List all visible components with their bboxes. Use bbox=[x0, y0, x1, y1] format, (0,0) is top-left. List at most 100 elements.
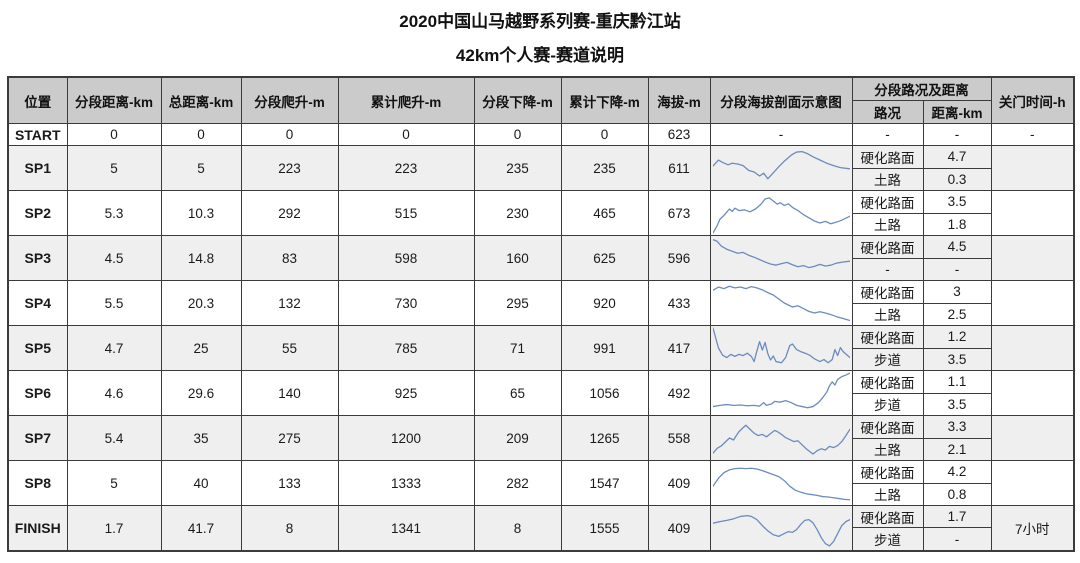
cell-segment-descent: 71 bbox=[473, 325, 562, 371]
table-row: SP4 5.5 20.3 132 730 295 920 433 硬化路面 3 bbox=[7, 280, 1075, 326]
cell-surface-type: 硬化路面 bbox=[851, 325, 924, 349]
cell-cumulative-descent: 920 bbox=[560, 280, 649, 326]
cell-total-distance: 41.7 bbox=[160, 505, 242, 552]
elevation-profile-chart bbox=[713, 237, 850, 279]
cell-surface-type: 步道 bbox=[851, 527, 924, 552]
col-header-altitude: 海拔-m bbox=[647, 76, 711, 124]
cell-cumulative-climb: 598 bbox=[337, 235, 475, 281]
cell-cumulative-climb: 1341 bbox=[337, 505, 475, 552]
cell-elevation-profile bbox=[709, 415, 853, 461]
cell-cutoff-time bbox=[990, 325, 1075, 371]
cell-segment-climb: 275 bbox=[240, 415, 339, 461]
cell-segment-distance: 5.3 bbox=[66, 190, 162, 236]
cell-total-distance: 0 bbox=[160, 123, 242, 146]
cell-elevation-profile bbox=[709, 190, 853, 236]
cell-surface-distance: 1.2 bbox=[922, 325, 992, 349]
cell-segment-distance: 4.5 bbox=[66, 235, 162, 281]
cell-segment-descent: 0 bbox=[473, 123, 562, 146]
elevation-profile-chart bbox=[713, 462, 850, 504]
cell-elevation-profile bbox=[709, 370, 853, 416]
cell-altitude: 611 bbox=[647, 145, 711, 191]
table-subrow: 土路 0.3 bbox=[8, 167, 1074, 191]
cell-cumulative-climb: 730 bbox=[337, 280, 475, 326]
cell-total-distance: 14.8 bbox=[160, 235, 242, 281]
col-header-segment-descent: 分段下降-m bbox=[473, 76, 562, 124]
cell-cumulative-descent: 1555 bbox=[560, 505, 649, 552]
cell-total-distance: 35 bbox=[160, 415, 242, 461]
cell-surface-distance: 0.8 bbox=[922, 482, 992, 506]
cell-segment-descent: 65 bbox=[473, 370, 562, 416]
cell-segment-descent: 8 bbox=[473, 505, 562, 552]
cell-surface-distance: 3.5 bbox=[922, 392, 992, 416]
cell-position-label: SP8 bbox=[7, 460, 68, 506]
cell-altitude: 673 bbox=[647, 190, 711, 236]
cell-altitude: 417 bbox=[647, 325, 711, 371]
cell-altitude: 596 bbox=[647, 235, 711, 281]
cell-cutoff-time bbox=[990, 370, 1075, 416]
cell-surface-type: 硬化路面 bbox=[851, 415, 924, 439]
cell-cutoff-time: - bbox=[990, 123, 1075, 146]
table-body: START 0 0 0 0 0 0 623- - - - SP1 5 5 223 223 235 235 611 硬化… bbox=[7, 123, 1075, 552]
cell-surface-type: 硬化路面 bbox=[851, 370, 924, 394]
cell-cutoff-time bbox=[990, 460, 1075, 506]
cell-cumulative-climb: 0 bbox=[337, 123, 475, 146]
cell-altitude: 558 bbox=[647, 415, 711, 461]
table-header: 位置 分段距离-km 总距离-km 分段爬升-m 累计爬升-m 分段下降-m 累… bbox=[7, 76, 1075, 124]
cell-surface-type: - bbox=[851, 123, 924, 146]
cell-segment-climb: 0 bbox=[240, 123, 339, 146]
cell-segment-descent: 160 bbox=[473, 235, 562, 281]
cell-altitude: 623 bbox=[647, 123, 711, 146]
col-header-elevation-profile: 分段海拔剖面示意图 bbox=[709, 76, 853, 124]
table-row: SP3 4.5 14.8 83 598 160 625 596 硬化路面 4.5 bbox=[7, 235, 1075, 281]
cell-segment-climb: 8 bbox=[240, 505, 339, 552]
cell-surface-type: 步道 bbox=[851, 392, 924, 416]
cell-surface-type: 土路 bbox=[851, 167, 924, 191]
col-header-cumulative-climb: 累计爬升-m bbox=[337, 76, 475, 124]
cell-altitude: 433 bbox=[647, 280, 711, 326]
table-row: START 0 0 0 0 0 0 623- - - - bbox=[7, 123, 1075, 146]
cell-segment-descent: 209 bbox=[473, 415, 562, 461]
cell-cumulative-climb: 1333 bbox=[337, 460, 475, 506]
table-subrow: -- bbox=[8, 257, 1074, 281]
table-subrow: 步道 - bbox=[8, 527, 1074, 552]
elevation-profile-chart bbox=[713, 192, 850, 234]
cell-segment-distance: 5.4 bbox=[66, 415, 162, 461]
elevation-profile-chart bbox=[713, 327, 850, 369]
cell-cutoff-time bbox=[990, 190, 1075, 236]
cell-cumulative-climb: 223 bbox=[337, 145, 475, 191]
cell-surface-distance: - bbox=[922, 257, 992, 281]
cell-surface-type: 硬化路面 bbox=[851, 235, 924, 259]
cell-cutoff-time: 7小时 bbox=[990, 505, 1075, 552]
cell-elevation-profile bbox=[709, 505, 853, 552]
table-row: SP6 4.6 29.6 140 925 65 1056 492 硬化路面 1.1 bbox=[7, 370, 1075, 416]
elevation-profile-chart bbox=[713, 147, 850, 189]
cell-surface-type: 土路 bbox=[851, 437, 924, 461]
col-header-cutoff-time: 关门时间-h bbox=[990, 76, 1075, 124]
cell-segment-distance: 5.5 bbox=[66, 280, 162, 326]
elevation-profile-chart bbox=[713, 507, 850, 549]
cell-surface-type: 土路 bbox=[851, 302, 924, 326]
cell-surface-distance: 2.5 bbox=[922, 302, 992, 326]
cell-position-label: FINISH bbox=[7, 505, 68, 552]
cell-cumulative-descent: 625 bbox=[560, 235, 649, 281]
table-subrow: 步道 3.5 bbox=[8, 392, 1074, 416]
cell-surface-distance: 2.1 bbox=[922, 437, 992, 461]
cell-cumulative-descent: 1547 bbox=[560, 460, 649, 506]
cell-surface-type: 硬化路面 bbox=[851, 504, 924, 529]
col-header-total-distance: 总距离-km bbox=[160, 76, 242, 124]
cell-segment-distance: 5 bbox=[66, 460, 162, 506]
cell-total-distance: 25 bbox=[160, 325, 242, 371]
table-row: SP7 5.4 35 275 1200 209 1265 558 硬化路面 3.3 bbox=[7, 415, 1075, 461]
cell-elevation-profile bbox=[709, 145, 853, 191]
cell-elevation-profile bbox=[709, 235, 853, 281]
cell-surface-distance: 4.7 bbox=[922, 145, 992, 169]
elevation-profile-chart bbox=[713, 417, 850, 459]
table-row: SP1 5 5 223 223 235 235 611 硬化路面 4.7 bbox=[7, 145, 1075, 191]
page-title: 2020中国山马越野系列赛-重庆黔江站 bbox=[399, 12, 681, 31]
cell-surface-type: 土路 bbox=[851, 212, 924, 236]
cell-surface-distance: 3.3 bbox=[922, 415, 992, 439]
cell-cumulative-descent: 1056 bbox=[560, 370, 649, 416]
cell-surface-distance: 3.5 bbox=[922, 190, 992, 214]
cell-surface-type: 硬化路面 bbox=[851, 145, 924, 169]
elevation-profile-chart bbox=[713, 372, 850, 414]
